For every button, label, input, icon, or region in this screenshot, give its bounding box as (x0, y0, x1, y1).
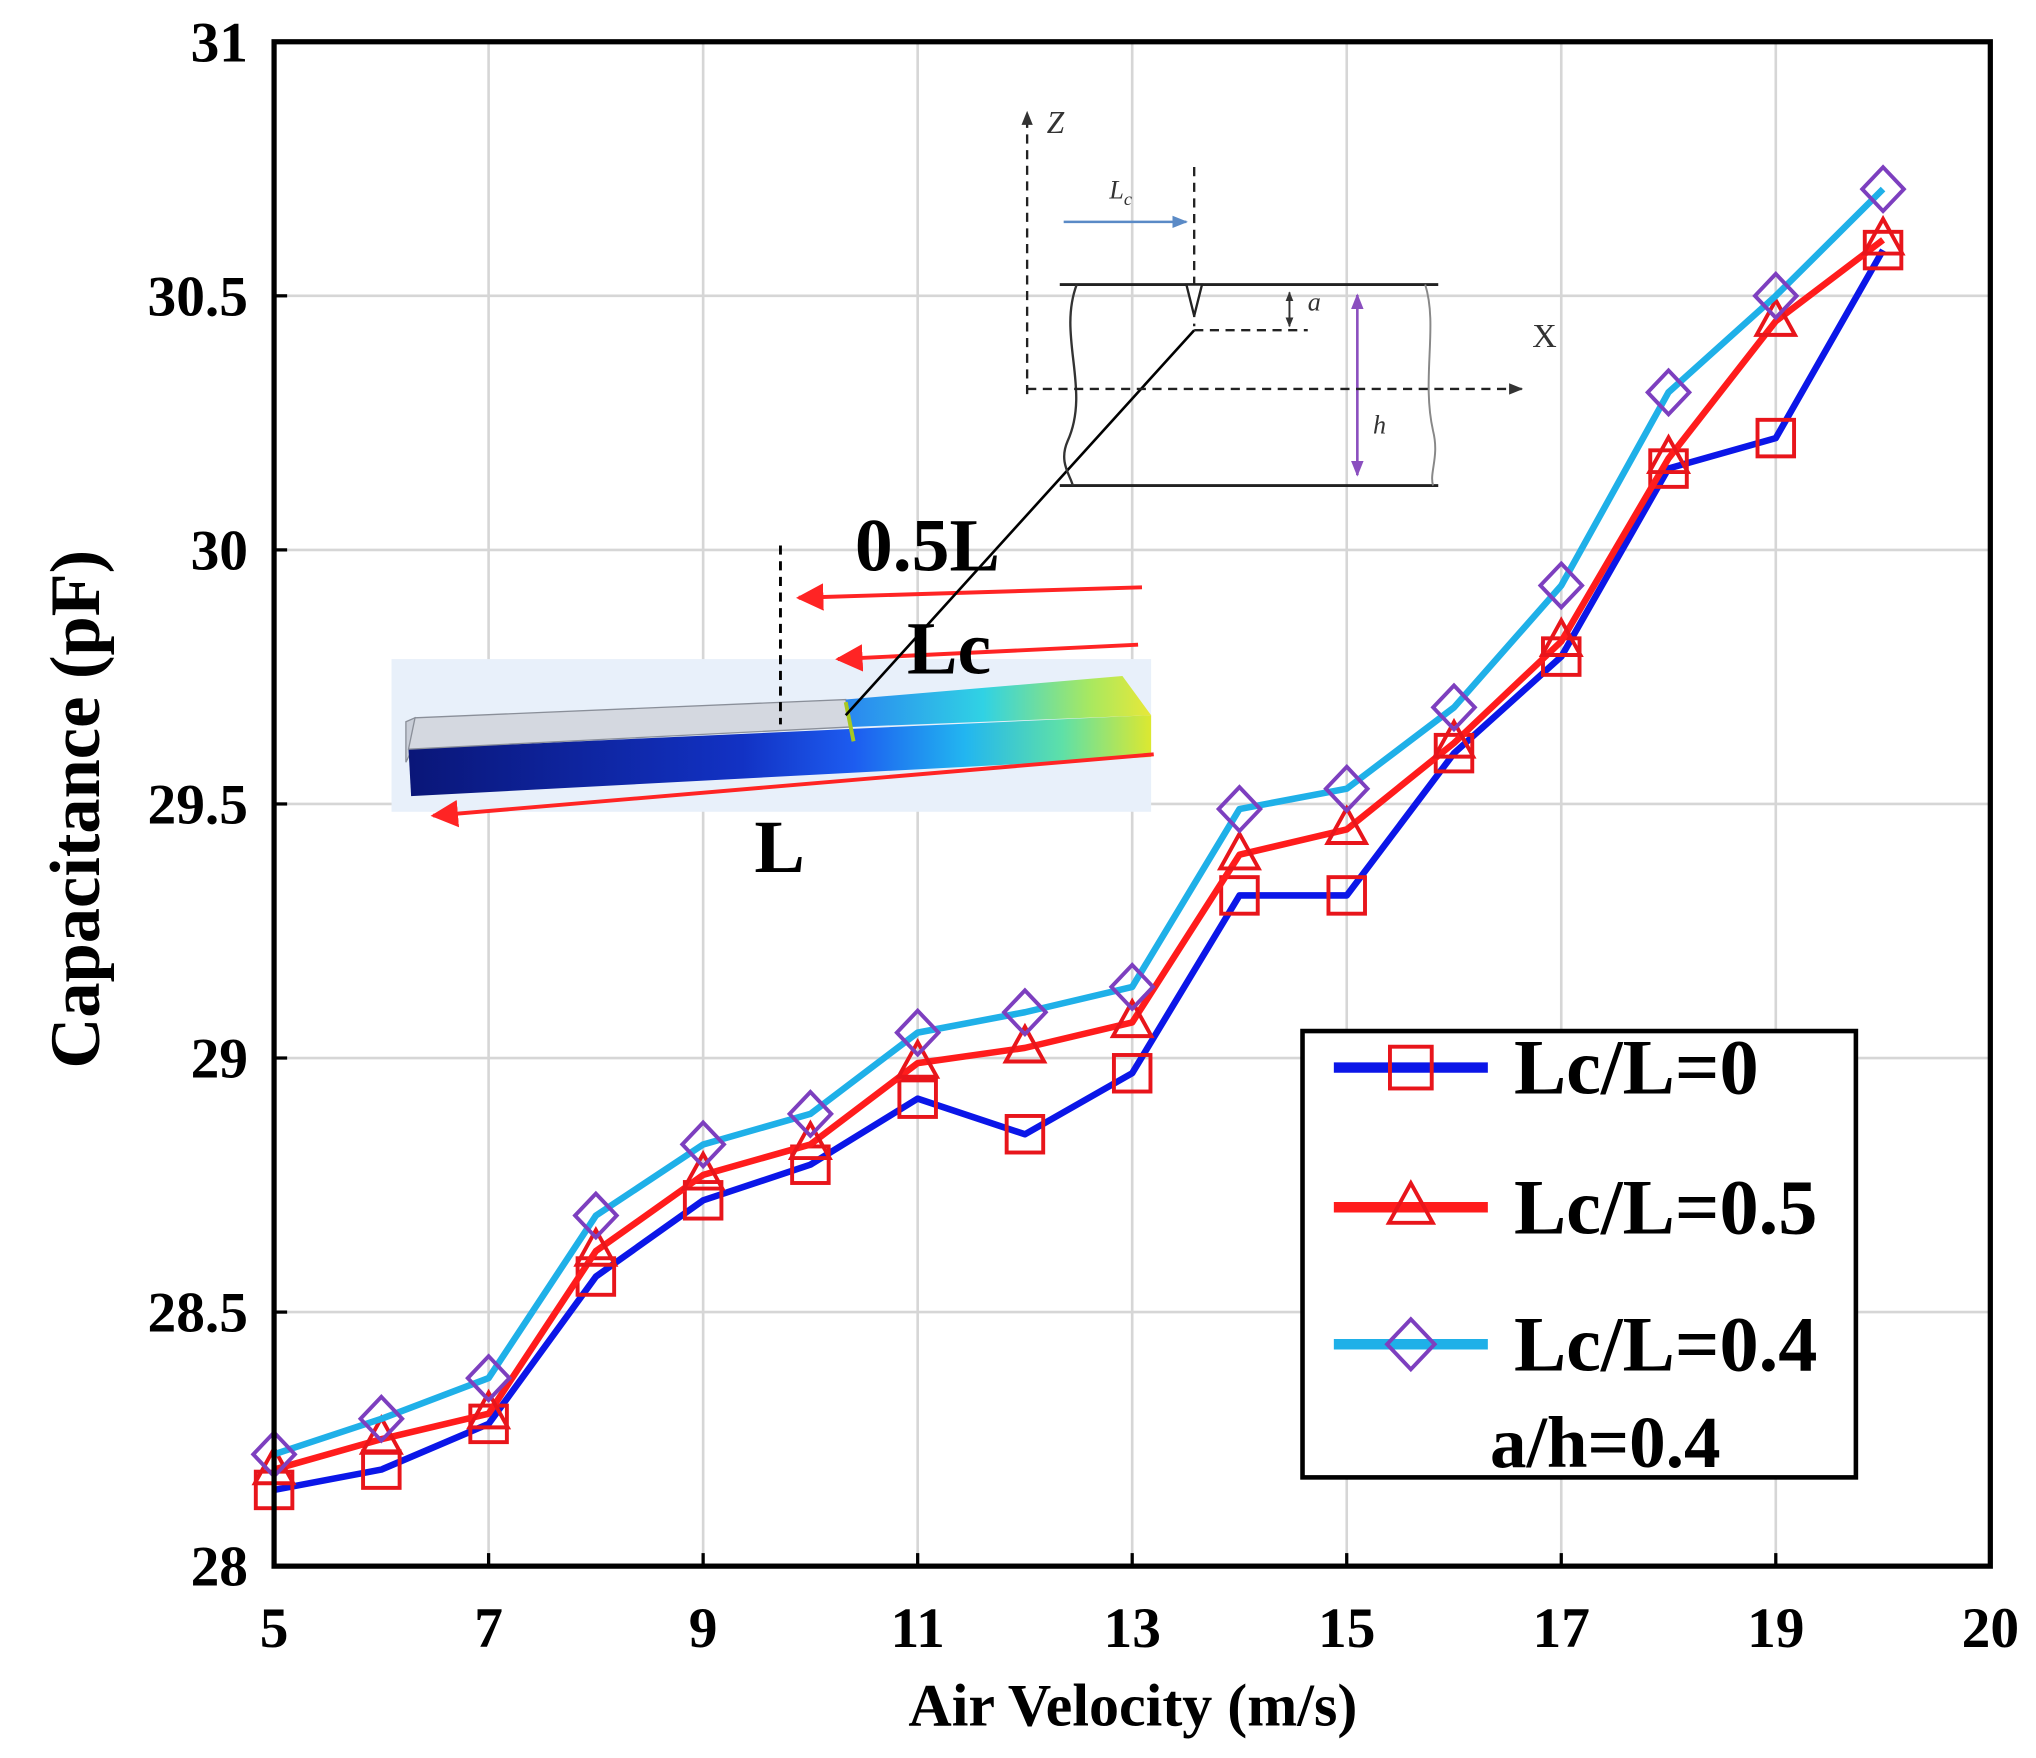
beam-top-face-strained (845, 676, 1152, 727)
data-point-lc0-x14 (1219, 875, 1260, 916)
data-point-lc0-x19 (1755, 417, 1797, 459)
data-point-lc05-x12 (1002, 1022, 1048, 1064)
legend-marker-lc0 (1388, 1044, 1434, 1091)
beam-length-arrow (430, 752, 1154, 828)
data-point-lc05-x17 (1538, 616, 1584, 657)
lc-dimension-label: Lc (1108, 175, 1132, 209)
beam-left-break (1063, 284, 1078, 486)
data-point-lc05-x14 (1216, 829, 1262, 871)
legend-label-lc05: Lc/L=0.5 (1514, 1163, 1817, 1250)
legend-note: a/h=0.4 (1490, 1402, 1720, 1483)
x-tick-label: 19 (1747, 1597, 1804, 1660)
legend-marks (1333, 1044, 1488, 1373)
x-tick-label: 7 (474, 1597, 503, 1660)
data-point-lc0-x15 (1326, 875, 1367, 916)
legend-marker-lc05 (1385, 1179, 1437, 1225)
beam-right-break (1424, 284, 1437, 486)
beam-rendering-inset (391, 659, 1152, 812)
legend-label-lc0: Lc/L=0 (1514, 1024, 1759, 1111)
crack-notch (1184, 283, 1204, 317)
data-point-lc05-x10 (787, 1119, 833, 1161)
crack-callout-line (844, 329, 1196, 717)
tick-labels: 28 28.5 29 29.5 30 30.5 31 5 7 9 11 13 15 17 19 20 (148, 11, 2020, 1660)
x-axis-title: Air Velocity (m/s) (908, 1672, 1357, 1738)
data-point-lc05-x6 (358, 1414, 404, 1455)
y-tick-label: 28 (191, 1536, 248, 1599)
data-point-lc05-x19 (1753, 296, 1799, 337)
data-point-lc05-x7 (466, 1388, 512, 1430)
y-tick-label: 30.5 (148, 265, 248, 328)
data-point-lc05-x18 (1646, 433, 1692, 475)
data-point-lc04-x11 (894, 1007, 942, 1058)
data-point-lc04-x12 (1001, 987, 1049, 1038)
data-point-lc05-x11 (895, 1038, 941, 1079)
crack-depth-label: a (1308, 288, 1321, 317)
series-lc04 (250, 164, 1907, 1480)
data-point-lc04-x18 (1644, 367, 1693, 418)
data-point-lc04-x6 (357, 1394, 405, 1444)
half-length-arrow (795, 583, 1143, 611)
data-point-lc04-x10 (786, 1089, 834, 1139)
series-layer (250, 164, 1907, 1511)
lc-label-sub: c (1124, 189, 1132, 209)
data-point-lc0-x13 (1111, 1053, 1153, 1094)
series-line-lc04 (273, 186, 1886, 1458)
x-tick-label: 20 (1962, 1597, 2019, 1660)
data-point-lc0-x11 (897, 1078, 938, 1119)
data-point-lc0-x12 (1004, 1114, 1046, 1155)
y-tick-label: 28.5 (148, 1282, 248, 1345)
y-axis-title: Capacitance (pF) (37, 550, 115, 1069)
legend: Lc/L=0 Lc/L=0.5 Lc/L=0.4 a/h=0.4 (1300, 1024, 1859, 1483)
series-line-lc05 (273, 237, 1886, 1473)
data-point-lc05-x20 (1860, 214, 1906, 256)
crack-position-arrow (835, 642, 1139, 672)
y-tick-label: 29 (191, 1028, 248, 1091)
lc-label-main: L (1108, 175, 1124, 204)
data-point-lc05-x16 (1431, 717, 1477, 759)
y-tick-label: 31 (191, 11, 248, 74)
crack-mark (843, 701, 856, 742)
data-point-lc04-x9 (679, 1119, 727, 1170)
series-line-lc0 (273, 248, 1886, 1494)
data-point-lc04-x19 (1752, 271, 1800, 321)
legend-marker-lc04 (1384, 1316, 1438, 1373)
data-point-lc04-x7 (465, 1353, 513, 1403)
x-tick-label: 9 (689, 1597, 718, 1660)
beam-height-label: h (1373, 410, 1386, 439)
data-point-lc0-x9 (682, 1180, 724, 1221)
x-tick-label: 15 (1318, 1597, 1375, 1660)
data-point-lc04-x13 (1108, 962, 1156, 1012)
x-axis-label: X (1532, 318, 1557, 355)
y-tick-label: 29.5 (148, 774, 248, 837)
data-point-lc04-x15 (1323, 763, 1371, 814)
data-point-lc04-x16 (1430, 682, 1478, 733)
data-point-lc05-x15 (1324, 804, 1370, 845)
legend-box (1300, 1028, 1859, 1480)
x-tick-label: 13 (1103, 1597, 1160, 1660)
data-point-lc04-x20 (1859, 164, 1907, 214)
beam-front-face (408, 715, 1152, 797)
data-point-lc05-x9 (680, 1149, 726, 1191)
data-point-lc05-x13 (1109, 997, 1155, 1039)
half-length-label: 0.5L (855, 504, 1000, 587)
x-tick-label: 17 (1533, 1597, 1590, 1660)
data-point-lc05-x8 (573, 1226, 619, 1267)
series-lc05 (251, 214, 1906, 1486)
z-axis-label: Z (1047, 105, 1065, 140)
crack-schematic: Z Lc a h X (1021, 105, 1557, 487)
x-tick-label: 11 (891, 1597, 945, 1660)
data-point-lc04-x8 (572, 1190, 620, 1241)
legend-label-lc04: Lc/L=0.4 (1514, 1300, 1817, 1387)
y-tick-label: 30 (191, 519, 248, 582)
axis-ticks (272, 40, 1992, 1568)
data-point-lc04-x14 (1215, 784, 1263, 834)
crack-position-label: Lc (907, 607, 991, 690)
beam-length-label: L (754, 806, 804, 889)
data-point-lc04-x17 (1537, 560, 1585, 611)
x-tick-label: 5 (260, 1597, 289, 1660)
